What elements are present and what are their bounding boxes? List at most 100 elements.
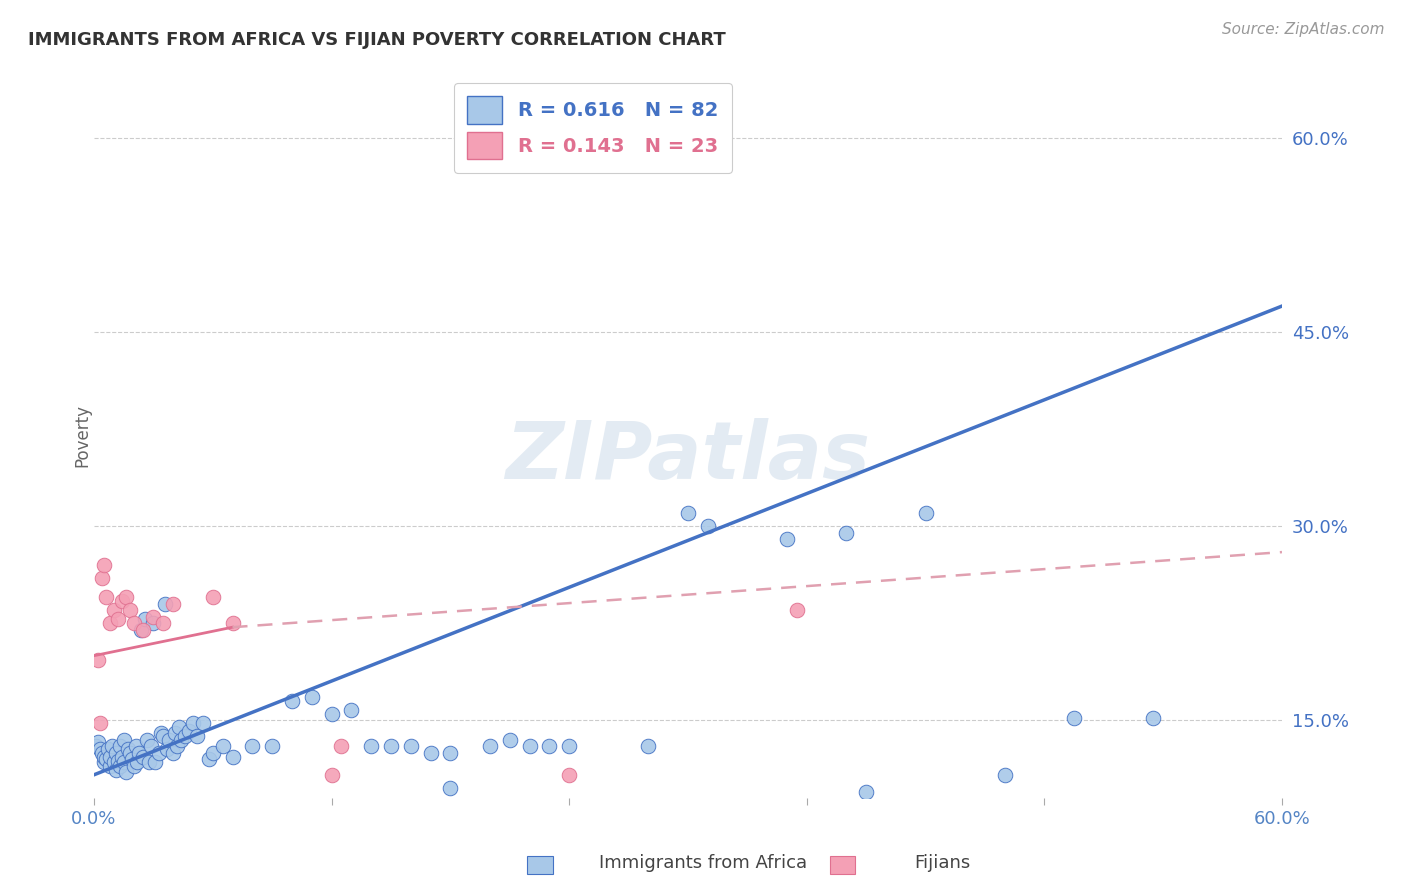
Point (152, 616, 174, 631)
Point (141, 739, 163, 754)
Point (197, 752, 219, 766)
Point (186, 729, 208, 743)
Legend: R = 0.616   N = 82, R = 0.143   N = 23: R = 0.616 N = 82, R = 0.143 N = 23 (454, 83, 733, 173)
Point (439, 780, 461, 795)
Point (162, 597, 184, 611)
Point (167, 720, 190, 734)
Point (321, 768, 343, 782)
Point (855, 785, 877, 799)
Point (89, 742, 111, 756)
Point (380, 739, 402, 754)
Point (111, 749, 134, 764)
Point (340, 703, 363, 717)
Point (240, 739, 263, 754)
Point (776, 532, 799, 546)
Point (181, 716, 204, 731)
Point (157, 732, 180, 747)
Point (166, 739, 188, 754)
Text: ZIPatlas: ZIPatlas (505, 418, 870, 496)
Text: Fijians: Fijians (914, 855, 970, 872)
Point (155, 597, 177, 611)
Point (107, 612, 129, 626)
Point (399, 739, 422, 754)
Point (138, 755, 160, 769)
Point (118, 746, 141, 760)
Point (112, 755, 135, 769)
Point (201, 746, 224, 760)
Point (637, 739, 659, 754)
Point (676, 806, 699, 821)
Text: IMMIGRANTS FROM AFRICA VS FIJIAN POVERTY CORRELATION CHART: IMMIGRANTS FROM AFRICA VS FIJIAN POVERTY… (28, 31, 725, 49)
Point (136, 732, 159, 747)
Point (914, 506, 936, 520)
Point (150, 726, 173, 740)
Point (148, 746, 170, 760)
Point (87, 652, 110, 666)
Point (1142, 711, 1164, 725)
Point (87, 735, 110, 749)
Point (108, 758, 131, 772)
Point (439, 746, 461, 760)
Point (558, 739, 581, 754)
Point (121, 752, 143, 766)
Point (281, 694, 304, 708)
Point (132, 749, 155, 764)
Point (89, 716, 111, 731)
Point (142, 610, 165, 624)
Point (419, 746, 441, 760)
Point (122, 758, 145, 772)
Point (98, 749, 121, 764)
Point (478, 739, 501, 754)
Point (114, 765, 136, 780)
Point (696, 519, 718, 533)
Point (93, 558, 115, 572)
Point (111, 594, 134, 608)
Point (97, 742, 120, 756)
Point (221, 749, 243, 764)
Point (156, 742, 179, 756)
Point (94, 591, 117, 605)
Point (330, 739, 353, 754)
Point (100, 739, 122, 754)
Point (360, 739, 382, 754)
Point (93, 755, 115, 769)
Point (1063, 711, 1085, 725)
Point (128, 746, 150, 760)
Point (786, 603, 808, 617)
Point (835, 525, 858, 540)
Y-axis label: Poverty: Poverty (75, 404, 91, 467)
Point (211, 739, 233, 754)
Point (124, 739, 146, 754)
Point (118, 603, 141, 617)
Point (174, 729, 197, 743)
Point (98, 758, 121, 772)
Point (221, 616, 243, 631)
Point (98, 616, 121, 631)
Point (499, 732, 522, 747)
Point (301, 690, 323, 705)
Point (143, 755, 166, 769)
Point (84, 739, 107, 754)
Point (152, 729, 174, 743)
Point (112, 732, 135, 747)
Point (94, 752, 117, 766)
Point (538, 739, 561, 754)
Point (519, 739, 541, 754)
Point (108, 739, 131, 754)
Point (114, 591, 136, 605)
Point (134, 612, 156, 626)
Point (103, 755, 125, 769)
Text: Source: ZipAtlas.com: Source: ZipAtlas.com (1222, 22, 1385, 37)
Point (142, 616, 165, 631)
Point (90, 746, 112, 760)
Point (131, 623, 153, 637)
Point (103, 603, 125, 617)
Point (201, 591, 224, 605)
Point (994, 768, 1017, 782)
Text: Immigrants from Africa: Immigrants from Africa (599, 855, 807, 872)
Point (321, 706, 343, 721)
Point (262, 739, 284, 754)
Point (165, 726, 187, 740)
Point (104, 763, 127, 777)
Point (132, 623, 155, 637)
